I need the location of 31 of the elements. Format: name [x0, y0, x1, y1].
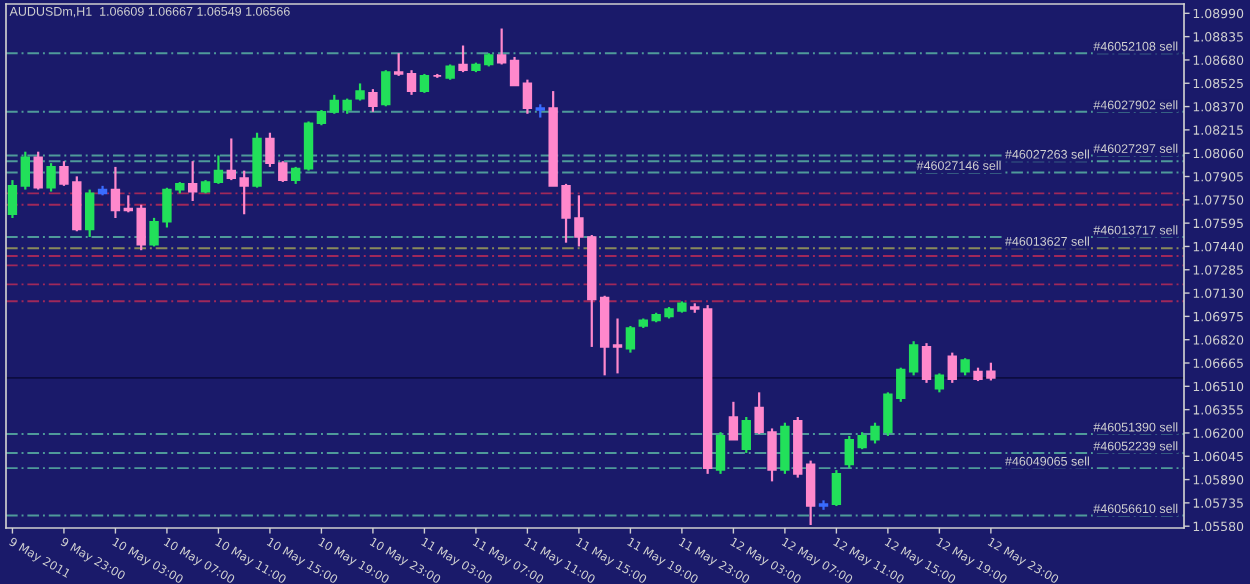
candlestick	[406, 69, 417, 96]
candlestick	[625, 324, 636, 354]
candlestick	[303, 120, 314, 172]
candlestick	[419, 72, 430, 94]
candlestick	[368, 88, 378, 113]
candlestick	[458, 44, 468, 74]
candlestick	[213, 154, 224, 185]
candlestick	[522, 78, 533, 115]
candlestick	[496, 27, 507, 66]
candlestick	[187, 160, 198, 203]
candlestick	[381, 69, 391, 108]
candlestick	[715, 431, 726, 475]
candlestick	[947, 351, 957, 384]
candlestick	[934, 372, 945, 394]
candlestick	[252, 131, 262, 189]
candlestick	[805, 459, 816, 527]
candlestick	[393, 52, 404, 77]
candlestick	[908, 340, 919, 377]
candlestick	[110, 165, 121, 220]
candlestick	[20, 150, 31, 191]
candlestick	[741, 415, 751, 455]
candlestick	[921, 342, 932, 384]
candlestick	[728, 400, 739, 441]
candlestick	[33, 150, 43, 191]
candlestick	[46, 162, 56, 193]
candlestick	[7, 179, 18, 220]
candlestick	[84, 188, 95, 239]
candlestick	[509, 55, 520, 87]
candlestick	[780, 421, 790, 475]
candlestick	[831, 468, 842, 508]
candlestick	[612, 317, 623, 375]
